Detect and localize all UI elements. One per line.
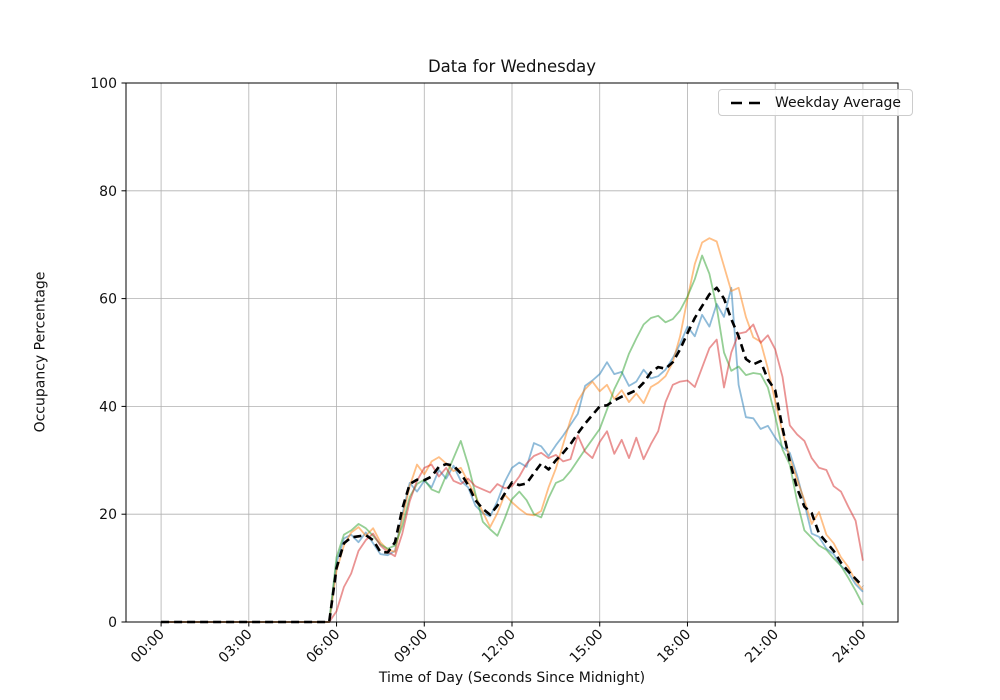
y-tick-label: 60 [99,292,117,308]
dashed-line-sample-icon [731,101,765,104]
y-axis-label: Occupancy Percentage [32,271,49,433]
x-tick-label: 12:00 [479,627,519,667]
y-tick-label: 100 [90,76,117,92]
x-tick-label: 18:00 [654,627,694,667]
legend: Weekday Average [718,89,914,116]
legend-label: Weekday Average [775,94,902,111]
y-tick-label: 0 [108,615,117,631]
chart-title: Data for Wednesday [427,57,597,76]
x-axis-label: Time of Day (Seconds Since Midnight) [378,670,646,686]
x-tick-label: 21:00 [742,627,782,667]
y-tick-label: 40 [99,399,117,415]
x-tick-label: 00:00 [128,627,168,667]
x-tick-label: 06:00 [304,627,344,667]
y-tick-label: 20 [99,507,117,523]
x-tick-label: 09:00 [391,627,431,667]
x-tick-label: 24:00 [830,627,870,667]
x-tick-label: 15:00 [567,627,607,667]
x-tick-label: 03:00 [216,627,256,667]
y-tick-label: 80 [99,184,117,200]
